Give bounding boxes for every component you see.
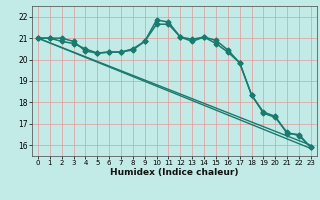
X-axis label: Humidex (Indice chaleur): Humidex (Indice chaleur) [110, 168, 239, 177]
